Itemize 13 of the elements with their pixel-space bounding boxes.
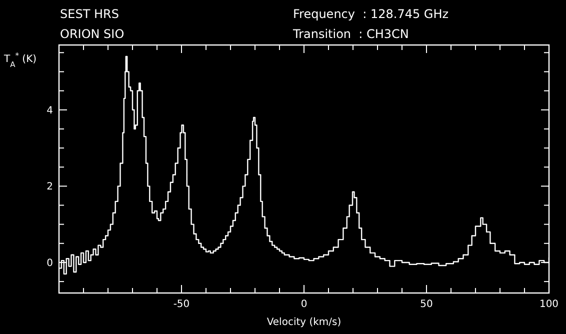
text: Transition : CH3CN bbox=[292, 27, 409, 41]
chart-title: SEST HRS bbox=[60, 7, 119, 21]
y-axis-title: T$_{A}$$^{*}$ (K) bbox=[3, 50, 37, 68]
x-tick-label: 50 bbox=[420, 299, 433, 310]
x-tick-label: -50 bbox=[173, 299, 190, 310]
y-tick-label: 0 bbox=[46, 258, 53, 269]
y-tick-label: 4 bbox=[46, 105, 53, 116]
chart-subtitle: ORION SIO bbox=[60, 27, 124, 41]
y-tick-label: 2 bbox=[46, 182, 53, 193]
x-tick-label: 100 bbox=[539, 299, 559, 310]
x-axis-title: Velocity (km/s) bbox=[266, 317, 342, 328]
x-tick-label: 0 bbox=[300, 299, 308, 310]
text: Frequency : 128.745 GHz bbox=[293, 7, 449, 21]
